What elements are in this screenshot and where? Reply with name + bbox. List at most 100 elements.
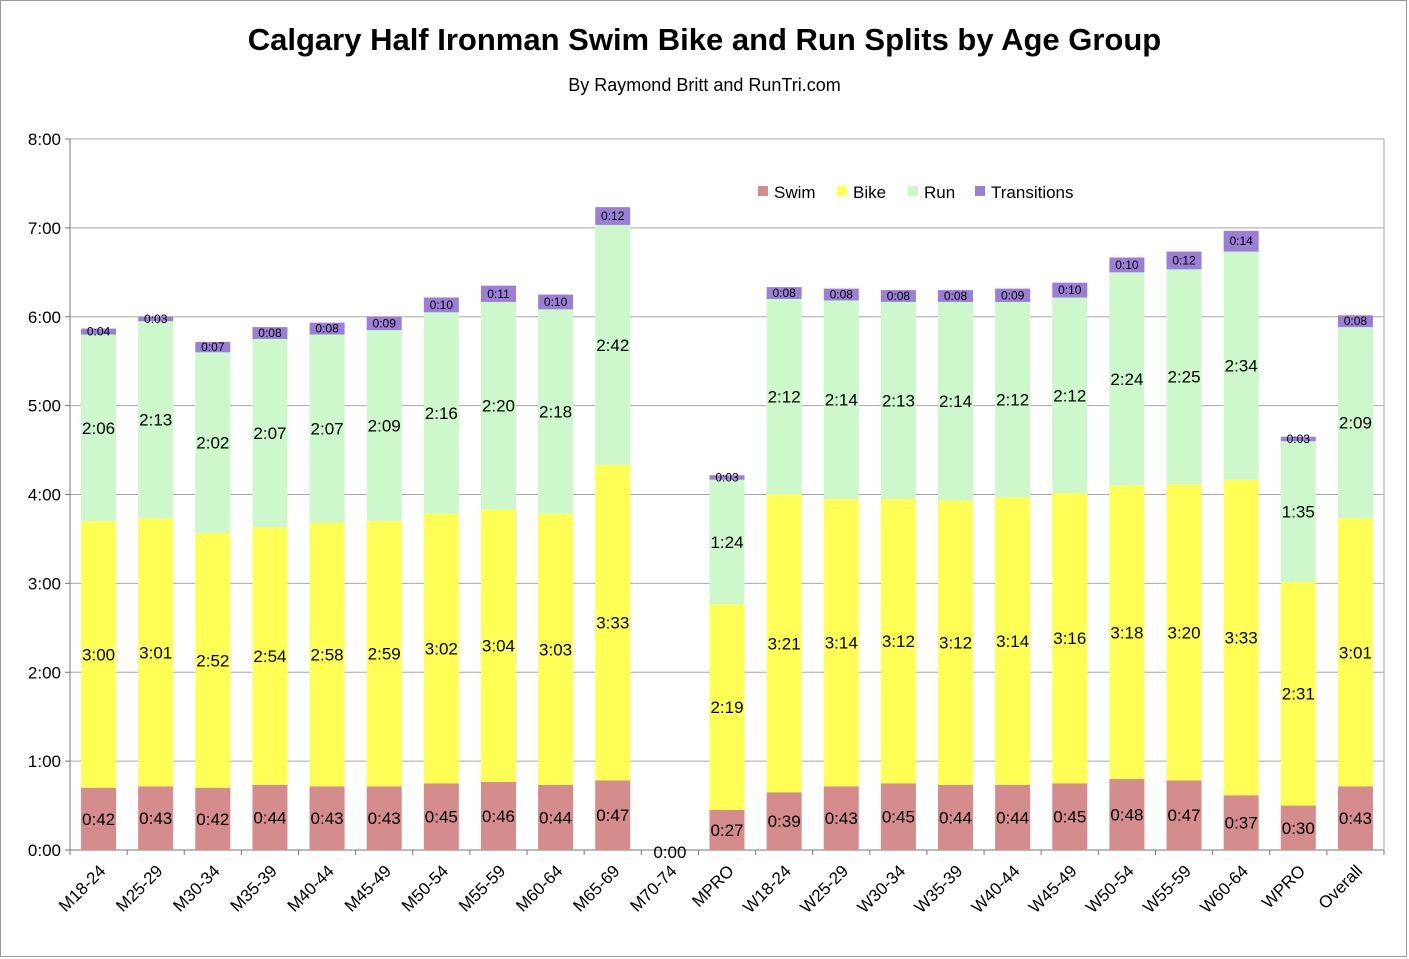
bar-segment-swim — [480, 781, 516, 850]
bar-segment-transitions — [195, 341, 231, 353]
bar-segment-run — [1109, 272, 1145, 486]
bar-segment-run — [995, 301, 1031, 498]
data-label-bike: 2:54 — [253, 647, 286, 666]
bar-segment-bike — [138, 518, 174, 787]
data-label-transitions: 0:12 — [1172, 253, 1196, 267]
data-label-run: 2:14 — [939, 392, 972, 411]
data-label-bike: 3:03 — [539, 640, 572, 659]
data-label-transitions: 0:03 — [144, 312, 168, 326]
bar-segment-transitions — [1109, 257, 1145, 273]
y-tick-label: 1:00 — [28, 752, 61, 771]
data-label-bike: 3:04 — [482, 637, 515, 656]
bar-segment-swim — [1166, 780, 1202, 850]
bar-segment-bike — [766, 494, 802, 793]
data-label-swim: 0:42 — [196, 810, 229, 829]
x-tick-label: M55-59 — [455, 861, 509, 915]
bar-segment-bike — [81, 521, 117, 788]
legend-swatch-bike — [837, 186, 847, 196]
legend-label-run: Run — [924, 183, 955, 202]
data-label-swim: 0:42 — [82, 810, 115, 829]
legend: Swim Bike Run Transitions — [758, 183, 1074, 202]
data-label-bike: 3:01 — [1339, 643, 1372, 662]
data-label-bike: 3:33 — [1225, 628, 1258, 647]
x-tick-label: W30-34 — [854, 861, 910, 917]
data-label-transitions: 0:09 — [373, 316, 397, 330]
x-tick-label: Overall — [1315, 861, 1367, 913]
bar-segment-transitions — [423, 297, 459, 313]
data-label-run: 2:16 — [425, 404, 458, 423]
data-label-bike: 3:02 — [425, 640, 458, 659]
data-label-swim: 0:45 — [882, 808, 915, 827]
bar-segment-bike — [366, 521, 402, 787]
bar-segment-bike — [423, 513, 459, 784]
data-label-zero: 0:00 — [653, 843, 686, 862]
x-tick-label: M30-34 — [169, 861, 223, 915]
x-tick-label: W40-44 — [968, 861, 1024, 917]
bar-segment-bike — [1166, 484, 1202, 781]
data-label-swim: 0:47 — [1167, 806, 1200, 825]
bar-segment-run — [1166, 269, 1202, 485]
y-tick-label: 2:00 — [28, 663, 61, 682]
data-label-run: 2:09 — [1339, 414, 1372, 433]
x-axis: M18-24 M25-29 M30-34 M35-39 M40-44 M45-49 M50-… — [55, 850, 1385, 917]
data-label-run: 2:02 — [196, 434, 229, 453]
legend-swatch-swim — [758, 186, 768, 196]
bar-segment-run — [823, 300, 859, 499]
bar-segment-transitions — [138, 316, 174, 322]
data-label-run: 2:25 — [1167, 368, 1200, 387]
x-tick-label: M18-24 — [55, 861, 109, 915]
bar-segment-transitions — [995, 288, 1031, 302]
bar-segment-transitions — [538, 294, 574, 310]
bar-segment-run — [709, 479, 745, 605]
bar-segment-run — [1337, 327, 1373, 519]
data-label-transitions: 0:04 — [87, 325, 111, 339]
bar-segment-transitions — [1166, 251, 1202, 270]
bar-segment-swim — [709, 810, 745, 850]
bar-segment-run — [880, 301, 916, 499]
data-label-run: 2:13 — [139, 411, 172, 430]
data-label-transitions: 0:12 — [601, 209, 625, 223]
bar-segment-transitions — [480, 285, 516, 302]
chart-title: Calgary Half Ironman Swim Bike and Run S… — [247, 22, 1162, 57]
bar-segment-run — [480, 301, 516, 510]
data-label-run: 1:35 — [1282, 503, 1315, 522]
data-label-bike: 3:00 — [82, 645, 115, 664]
data-label-run: 2:09 — [368, 417, 401, 436]
data-label-transitions: 0:10 — [430, 298, 454, 312]
bar-segment-run — [309, 334, 345, 523]
bar-segment-transitions — [880, 290, 916, 302]
data-label-swim: 0:43 — [1339, 809, 1372, 828]
data-label-run: 2:12 — [996, 391, 1029, 410]
data-label-bike: 2:52 — [196, 651, 229, 670]
bar-segment-swim — [938, 784, 974, 850]
data-label-run: 2:07 — [253, 424, 286, 443]
data-label-transitions: 0:10 — [544, 295, 568, 309]
bar-segment-transitions — [309, 322, 345, 335]
bar-segment-swim — [1223, 795, 1259, 850]
bar-segment-transitions — [709, 475, 745, 480]
y-axis: 0:00 1:00 2:00 3:00 4:00 5:00 6:00 7:00 8:00 — [28, 130, 71, 860]
bar-segment-run — [252, 338, 288, 528]
bar-segment-transitions — [938, 290, 974, 302]
bars: 0:42 3:00 2:06 0:04 0:43 3:01 2:13 0:03 0:42 2:52… — [81, 207, 1373, 862]
bar-segment-transitions — [595, 207, 631, 225]
data-label-bike: 2:58 — [311, 645, 344, 664]
bar-segment-bike — [938, 500, 974, 785]
bar-segment-bike — [1337, 518, 1373, 787]
x-tick-label: W25-29 — [797, 861, 853, 917]
x-tick-label: W45-49 — [1025, 861, 1081, 917]
bar-segment-bike — [595, 464, 631, 781]
bar-segment-swim — [252, 784, 288, 850]
bar-segment-bike — [309, 522, 345, 787]
data-label-transitions: 0:08 — [944, 289, 968, 303]
data-label-transitions: 0:08 — [1344, 314, 1368, 328]
x-tick-label: W60-64 — [1196, 861, 1252, 917]
bar-segment-run — [766, 298, 802, 495]
bar-segment-swim — [1280, 805, 1316, 850]
y-tick-label: 4:00 — [28, 486, 61, 505]
bar-segment-bike — [709, 604, 745, 811]
bar-segment-transitions — [1052, 282, 1088, 298]
y-tick-label: 3:00 — [28, 574, 61, 593]
legend-label-swim: Swim — [774, 183, 816, 202]
y-tick-label: 6:00 — [28, 308, 61, 327]
